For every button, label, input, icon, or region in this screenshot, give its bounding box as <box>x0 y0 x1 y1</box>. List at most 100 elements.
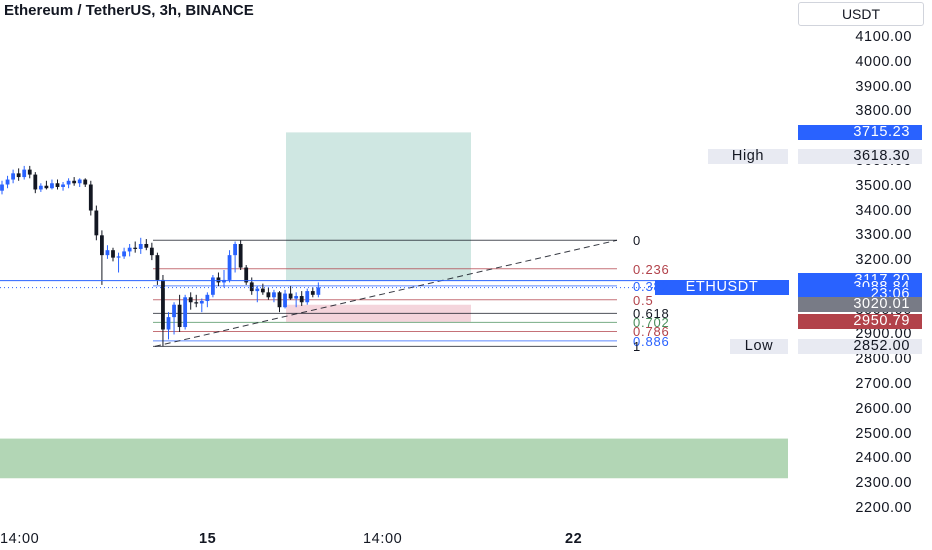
y-tick-label: 2500.00 <box>855 425 912 442</box>
candle-4 <box>22 165 27 180</box>
candle-20 <box>111 247 115 262</box>
y-tick-label: 2400.00 <box>855 450 912 467</box>
candle-22 <box>122 247 126 259</box>
candle-body-56 <box>310 291 315 295</box>
currency-selector[interactable]: USDT <box>798 2 924 26</box>
candle-body-45 <box>249 282 254 292</box>
candle-body-9 <box>50 183 54 189</box>
candle-5 <box>27 165 32 179</box>
candle-46 <box>255 286 260 303</box>
candle-body-14 <box>77 179 82 184</box>
candle-body-13 <box>72 180 77 184</box>
candle-45 <box>249 277 254 295</box>
fib-trendline <box>154 239 618 347</box>
x-tick-label: 22 <box>565 531 583 547</box>
price-tag-label: Low <box>730 338 788 354</box>
y-tick-label: 3500.00 <box>855 177 912 194</box>
candle-50 <box>277 291 282 313</box>
fib-level-label: 0.618 <box>633 306 670 322</box>
y-tick-label: 3400.00 <box>855 202 912 219</box>
candles-layer <box>0 165 321 347</box>
candle-34 <box>188 292 193 310</box>
candle-26 <box>144 239 149 251</box>
candle-9 <box>50 179 54 190</box>
target-zone <box>286 132 471 281</box>
candle-body-26 <box>144 243 149 248</box>
x-tick-label: 15 <box>199 531 217 547</box>
y-tick-label: 2800.00 <box>855 351 912 368</box>
candle-body-39 <box>216 277 221 283</box>
candle-56 <box>310 287 315 298</box>
candle-39 <box>216 272 221 287</box>
candle-57 <box>316 282 321 298</box>
candle-body-3 <box>16 173 21 178</box>
candle-10 <box>55 179 60 190</box>
candle-body-51 <box>283 293 287 308</box>
candle-37 <box>205 292 210 308</box>
candle-54 <box>299 291 304 306</box>
candle-body-24 <box>133 247 138 249</box>
candle-body-35 <box>194 302 199 304</box>
candle-17 <box>94 205 99 241</box>
candle-35 <box>194 294 199 308</box>
candle-48 <box>266 287 271 300</box>
candle-body-22 <box>122 251 126 257</box>
chart-title: Ethereum / TetherUS, 3h, BINANCE <box>4 2 254 19</box>
candle-body-54 <box>299 296 304 303</box>
support-zone <box>0 438 788 479</box>
price-tag: 2950.79 <box>798 314 922 330</box>
candle-13 <box>72 177 77 186</box>
candle-51 <box>283 289 287 309</box>
candle-32 <box>177 294 182 332</box>
price-tag-label: High <box>708 148 788 164</box>
candle-body-42 <box>233 243 237 256</box>
candle-body-12 <box>66 180 71 185</box>
fibonacci-retracement[interactable] <box>153 239 618 347</box>
candle-28 <box>155 252 160 285</box>
candle-15 <box>83 178 88 187</box>
candle-0 <box>0 180 4 195</box>
candle-body-16 <box>88 184 93 211</box>
candle-body-49 <box>272 292 276 298</box>
candle-body-17 <box>94 210 99 236</box>
candle-body-2 <box>11 173 15 180</box>
fib-level-label: 0.382 <box>633 278 670 294</box>
y-tick-label: 4000.00 <box>855 53 912 70</box>
y-tick-label: 3900.00 <box>855 78 912 95</box>
y-tick-label: 2700.00 <box>855 376 912 393</box>
candle-body-30 <box>166 317 171 330</box>
candle-23 <box>127 243 132 257</box>
candle-body-25 <box>138 243 143 249</box>
candle-body-6 <box>33 174 38 190</box>
candle-body-48 <box>266 292 271 298</box>
candle-body-4 <box>22 169 27 178</box>
candle-body-11 <box>61 184 65 187</box>
fib-level-label: 0.702 <box>633 315 670 331</box>
y-tick-label: 4100.00 <box>855 29 912 45</box>
candle-55 <box>305 288 310 305</box>
candle-body-52 <box>288 293 293 299</box>
candle-body-33 <box>183 297 188 328</box>
zones-layer <box>0 132 788 479</box>
candle-body-18 <box>100 235 104 256</box>
candle-8 <box>44 180 49 190</box>
candle-body-34 <box>188 297 193 303</box>
candle-body-38 <box>211 277 215 295</box>
candle-42 <box>233 241 237 273</box>
candle-36 <box>199 298 204 313</box>
candle-body-47 <box>260 288 265 293</box>
x-tick-label: 14:00 <box>0 531 40 547</box>
candle-body-1 <box>5 179 10 185</box>
candle-body-31 <box>172 304 176 318</box>
price-tag-label: ETHUSDT <box>655 280 789 296</box>
candle-43 <box>238 240 243 271</box>
candle-body-41 <box>227 255 232 280</box>
y-tick-label: 2600.00 <box>855 400 912 417</box>
candle-body-53 <box>294 296 299 299</box>
candle-body-23 <box>127 247 132 252</box>
candle-52 <box>288 286 293 300</box>
candle-body-28 <box>155 255 160 280</box>
candle-14 <box>77 178 82 187</box>
candle-body-8 <box>44 185 49 189</box>
